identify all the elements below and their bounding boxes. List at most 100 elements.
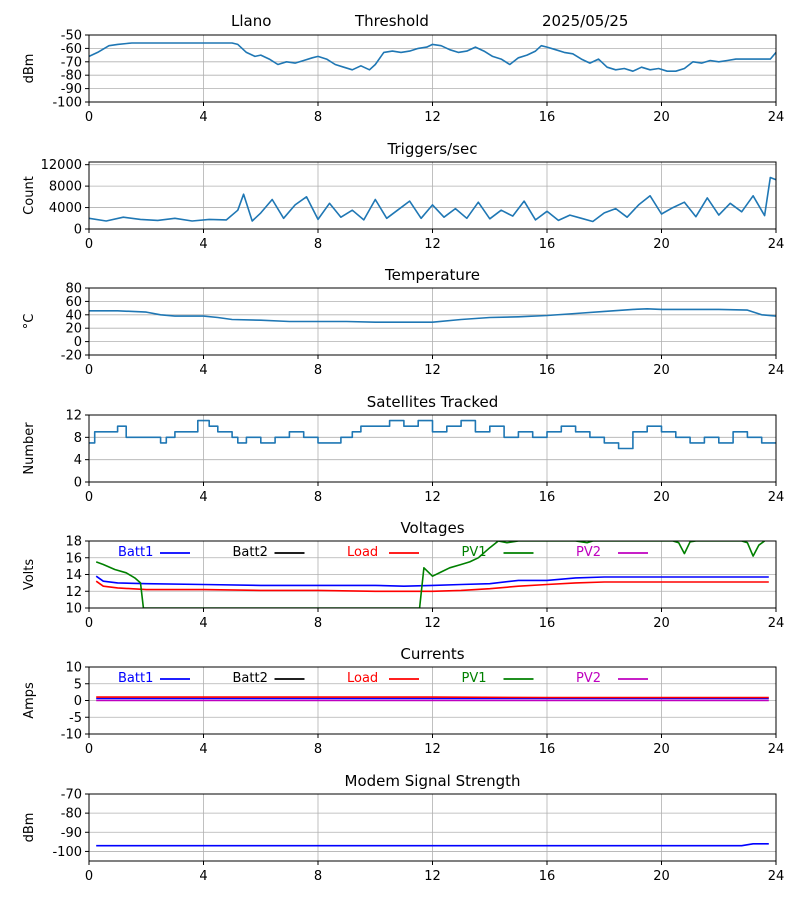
y-tick-label: 12000: [41, 158, 82, 173]
x-tick-label: 24: [768, 742, 785, 757]
x-tick-label: 16: [539, 110, 556, 125]
y-tick-label: -100: [52, 96, 82, 111]
series-line-load: [95, 580, 769, 593]
y-tick-label: -90: [61, 826, 82, 841]
legend-label-load: Load: [347, 671, 378, 686]
x-tick-label: 12: [424, 110, 441, 125]
y-tick-label: -5: [69, 711, 82, 726]
legend-label-batt1: Batt1: [118, 671, 153, 686]
x-tick-label: 24: [768, 490, 785, 505]
y-tick-label: 4000: [49, 201, 82, 216]
legend-label-batt2: Batt2: [233, 671, 268, 686]
x-tick-label: 0: [85, 363, 93, 378]
x-tick-label: 16: [539, 363, 556, 378]
y-tick-label: 5: [74, 677, 82, 692]
y-axis-label: dBm: [22, 54, 37, 84]
series-line-modem: [96, 843, 769, 847]
x-tick-label: 8: [314, 363, 322, 378]
panel-threshold: 0 4 8 12 16 20 24 -100-90-80-70-60-50 dBm: [22, 29, 784, 126]
y-tick-label: 0: [74, 694, 82, 709]
x-tick-label: 8: [314, 869, 322, 884]
chart-title: Voltages: [400, 519, 464, 537]
x-tick-label: 20: [653, 237, 670, 252]
series-line-pv1: [95, 541, 766, 608]
y-axis-label: Volts: [22, 559, 37, 591]
x-tick-label: 16: [539, 237, 556, 252]
y-tick-label: 80: [65, 282, 82, 297]
x-tick-label: 20: [653, 616, 670, 631]
y-tick-label: 20: [65, 322, 82, 337]
x-tick-label: 8: [314, 616, 322, 631]
y-tick-label: 14: [65, 568, 82, 583]
x-tick-label: 16: [539, 742, 556, 757]
y-axis-label: °C: [22, 314, 37, 330]
x-tick-label: 12: [424, 616, 441, 631]
y-tick-label: -60: [61, 42, 82, 57]
x-tick-label: 4: [199, 363, 207, 378]
y-tick-label: -20: [61, 349, 82, 364]
x-tick-label: 12: [424, 869, 441, 884]
y-tick-label: -100: [52, 845, 82, 860]
x-tick-label: 20: [653, 363, 670, 378]
x-tick-label: 12: [424, 490, 441, 505]
y-axis-label: Count: [22, 176, 37, 215]
y-tick-label: 8000: [49, 180, 82, 195]
y-tick-label: -80: [61, 69, 82, 84]
chart-title: Temperature: [384, 266, 480, 284]
x-tick-label: 20: [653, 490, 670, 505]
chart-title: Modem Signal Strength: [345, 772, 521, 790]
x-tick-label: 24: [768, 616, 785, 631]
series-line-threshold: [89, 42, 776, 72]
x-tick-label: 20: [653, 110, 670, 125]
legend-label-batt2: Batt2: [233, 545, 268, 560]
x-tick-label: 16: [539, 490, 556, 505]
x-tick-label: 0: [85, 742, 93, 757]
legend-label-pv1: PV1: [462, 545, 487, 560]
legend-label-pv2: PV2: [576, 545, 601, 560]
x-tick-label: 20: [653, 742, 670, 757]
x-tick-label: 8: [314, 237, 322, 252]
x-tick-label: 0: [85, 869, 93, 884]
x-tick-label: 24: [768, 237, 785, 252]
x-tick-label: 12: [424, 742, 441, 757]
legend-label-pv1: PV1: [462, 671, 487, 686]
x-tick-label: 0: [85, 237, 93, 252]
y-tick-label: 8: [74, 431, 82, 446]
header-threshold-label: Threshold: [355, 12, 429, 30]
y-tick-label: -80: [61, 807, 82, 822]
y-tick-label: -50: [61, 29, 82, 44]
y-tick-label: 18: [65, 535, 82, 550]
x-tick-label: 24: [768, 869, 785, 884]
x-tick-label: 12: [424, 237, 441, 252]
x-tick-label: 8: [314, 490, 322, 505]
x-tick-label: 20: [653, 869, 670, 884]
x-tick-label: 4: [199, 742, 207, 757]
legend: Batt1 Batt2 Load PV1 PV2: [118, 671, 648, 686]
legend-label-batt1: Batt1: [118, 545, 153, 560]
y-tick-label: -10: [61, 728, 82, 743]
panel-triggers: 0 4 8 12 16 20 24 0 4000 8000 12000 Triggers/sec Cou…: [22, 140, 784, 252]
chart-title: Currents: [400, 645, 464, 663]
y-tick-label: 16: [65, 551, 82, 566]
x-tick-label: 0: [85, 616, 93, 631]
x-tick-label: 4: [199, 490, 207, 505]
series-line-batt1: [95, 575, 769, 587]
y-tick-label: 0: [74, 335, 82, 350]
y-tick-label: 0: [74, 476, 82, 491]
series-line-temperature: [89, 308, 776, 323]
panel-satellites: 0 4 8 12 16 20 24 0 4 8 12 Satellites Tracked Number: [22, 393, 784, 505]
panel-modem: 0 4 8 12 16 20 24 -100 -90 -80 -70 Modem Signal Str…: [22, 772, 784, 884]
series-line-triggers: [89, 176, 776, 223]
report-date: 2025/05/25: [542, 12, 629, 30]
y-axis-label: Amps: [22, 682, 37, 719]
x-tick-label: 4: [199, 110, 207, 125]
y-tick-label: -70: [61, 55, 82, 70]
x-tick-label: 24: [768, 110, 785, 125]
y-tick-label: 40: [65, 308, 82, 323]
x-tick-label: 8: [314, 110, 322, 125]
x-tick-label: 24: [768, 363, 785, 378]
